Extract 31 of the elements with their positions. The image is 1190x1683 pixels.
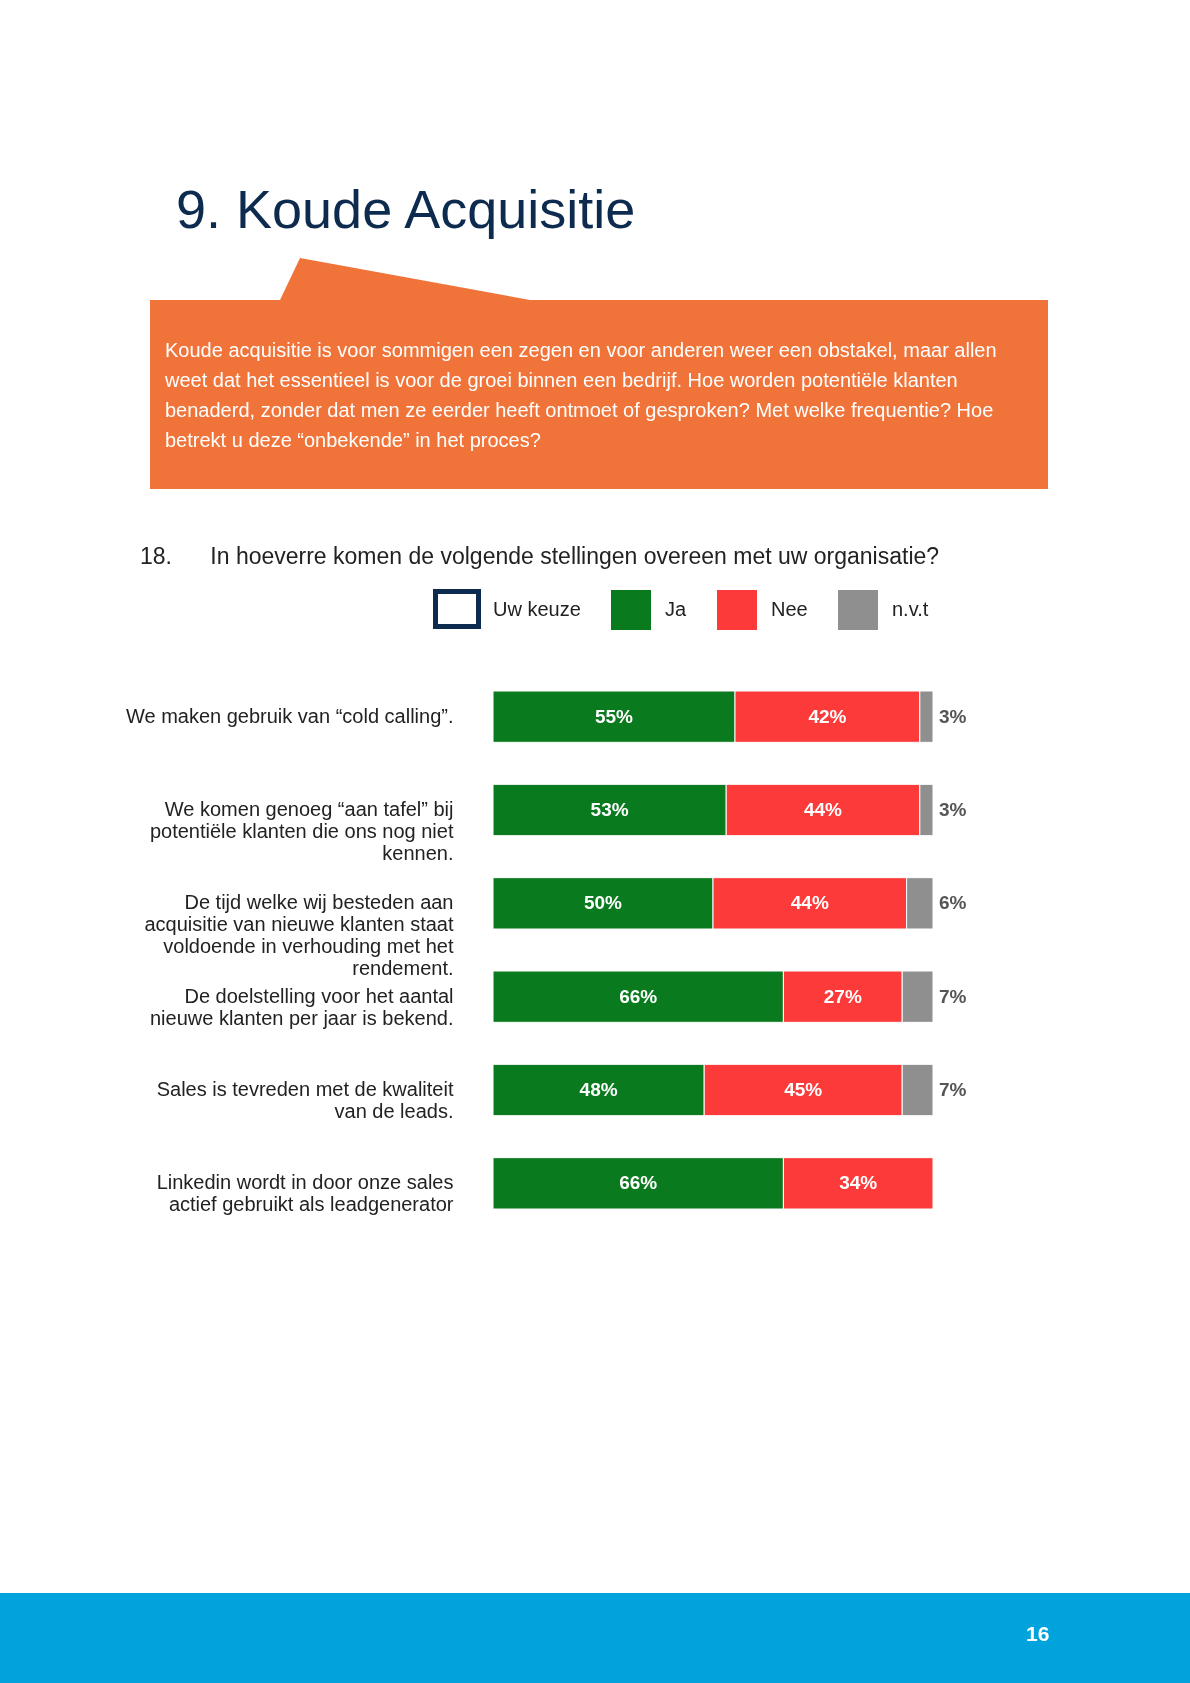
y-tick-label: Sales is tevreden met de kwaliteit van de leads. xyxy=(156,1078,454,1122)
data-label: 44% xyxy=(790,892,829,914)
data-label: 7% xyxy=(939,1079,967,1100)
data-label: 48% xyxy=(579,1079,618,1100)
data-label: 66% xyxy=(619,1172,658,1194)
data-label: 6% xyxy=(939,892,967,914)
text: 18. In hoeverre komen de volgende stellingen overeen met uw organisatie? xyxy=(140,543,940,570)
data-label: 66% xyxy=(619,985,658,1007)
y-tick-label: De doelstelling voor het aantal nieuwe klanten per jaar is bekend. xyxy=(149,984,454,1029)
chart-subtitle: Koude acquisitie is voor sommigen een zegen en voor anderen weer een obstakel, maar allen weet dat het essentieel is voor de groei binnen een bedrijf. Hoe worden potentiële klanten benaderd, zonder dat men ze eerder heeft ontmoet of gesproken? Met welke frequentie? Hoe betrekt u deze “onbekende” in het proces? xyxy=(165,338,998,453)
y-tick-label: We maken gebruik van “cold calling”. xyxy=(125,704,454,727)
legend-label: Ja xyxy=(665,598,687,620)
chart-title: 9. Koude Acquisitie xyxy=(176,178,636,240)
legend-label: Nee xyxy=(771,598,808,620)
data-label: 45% xyxy=(784,1079,823,1100)
data-label: 42% xyxy=(808,705,847,727)
y-tick-label: We komen genoeg “aan tafel” bij potentiële klanten die ons nog niet kennen. xyxy=(149,798,454,864)
data-label: 7% xyxy=(939,985,967,1007)
data-label: 44% xyxy=(803,799,843,820)
data-label: 50% xyxy=(583,892,623,914)
data-label: 55% xyxy=(594,705,634,727)
legend-title: Uw keuze xyxy=(493,598,581,620)
data-label: 27% xyxy=(823,985,862,1007)
y-tick-label: De tijd welke wij besteden aan acquisitie van nieuwe klanten staat voldoende in verhouding met het rendement. xyxy=(144,891,454,980)
legend-label: n.v.t xyxy=(892,598,929,620)
data-label: 3% xyxy=(939,705,967,727)
text: 16 xyxy=(1026,1622,1050,1646)
data-label: 34% xyxy=(839,1172,878,1194)
data-label: 3% xyxy=(939,799,967,820)
y-tick-label: Linkedin wordt in door onze sales actief gebruikt als leadgenerator xyxy=(156,1171,454,1216)
data-label: 53% xyxy=(590,799,629,820)
